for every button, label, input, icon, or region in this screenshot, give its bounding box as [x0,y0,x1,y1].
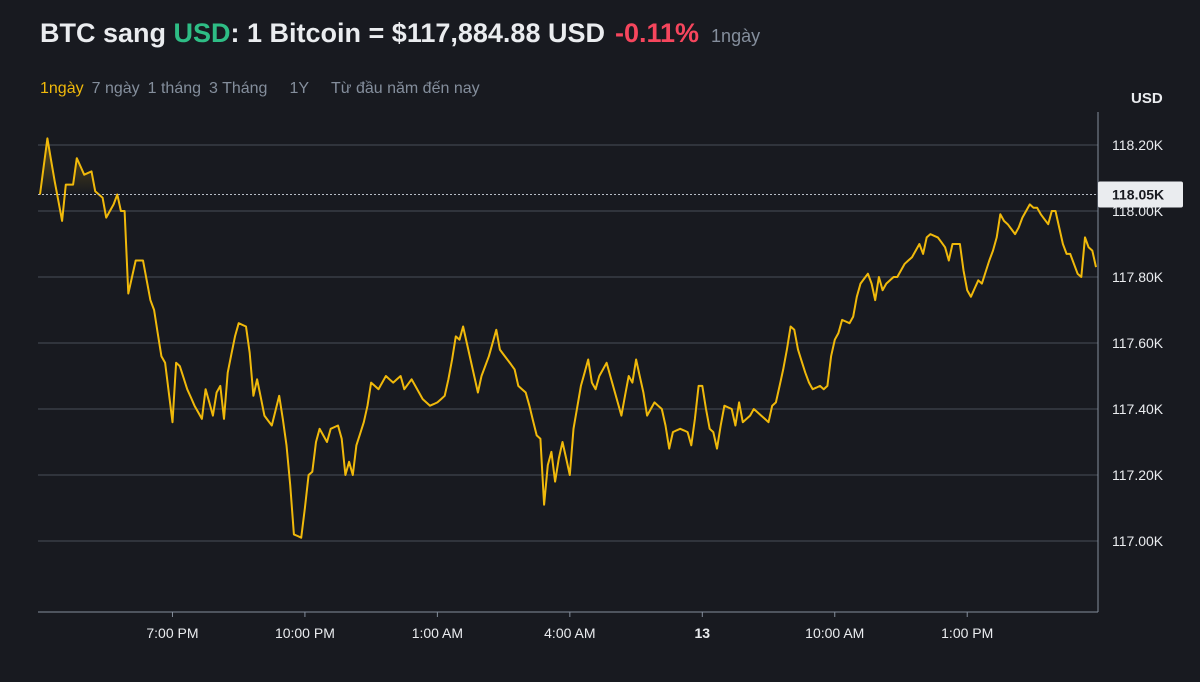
current-price-label: 118.05K [1112,187,1164,203]
y-tick-label: 117.80K [1112,269,1164,285]
x-tick-label: 10:00 AM [805,625,864,641]
y-tick-label: 117.60K [1112,335,1164,351]
tab-7d[interactable]: 7 ngày [91,80,140,97]
price-change: -0.11% [614,18,700,48]
y-tick-label: 117.00K [1112,533,1164,549]
title-period: 1ngày [711,26,761,46]
tab-1y[interactable]: 1Y [289,80,310,97]
x-tick-label: 7:00 PM [146,625,198,641]
x-tick-label: 1:00 PM [941,625,993,641]
y-tick-label: 118.20K [1112,137,1164,153]
tab-1m[interactable]: 1 tháng [147,80,202,97]
title-base: BTC sang [40,18,174,48]
x-tick-label: 4:00 AM [544,625,595,641]
grid-lines [38,144,1098,542]
price-line [39,137,1097,539]
area-fill [40,138,125,195]
title-rate: : 1 Bitcoin = $117,884.88 USD [230,18,605,48]
axis-currency-label: USD [1131,90,1163,107]
y-tick-label: 117.20K [1112,467,1164,483]
current-price-badge [1098,181,1183,208]
tab-ytd[interactable]: Từ đầu năm đến nay [331,80,480,97]
range-tabs: 1ngày 7 ngày 1 tháng 3 Tháng 1Y Từ đầu n… [40,80,480,98]
x-tick-label: 1:00 AM [412,625,463,641]
x-tick-label: 10:00 PM [275,625,335,641]
y-tick-label: 117.40K [1112,401,1164,417]
page-title: BTC sang USD : 1 Bitcoin = $117,884.88 U… [40,18,760,49]
title-quote-currency: USD [173,18,231,48]
tab-1d[interactable]: 1ngày [40,80,84,97]
tab-3m[interactable]: 3 Tháng [209,80,268,97]
x-tick-label: 13 [695,625,711,641]
